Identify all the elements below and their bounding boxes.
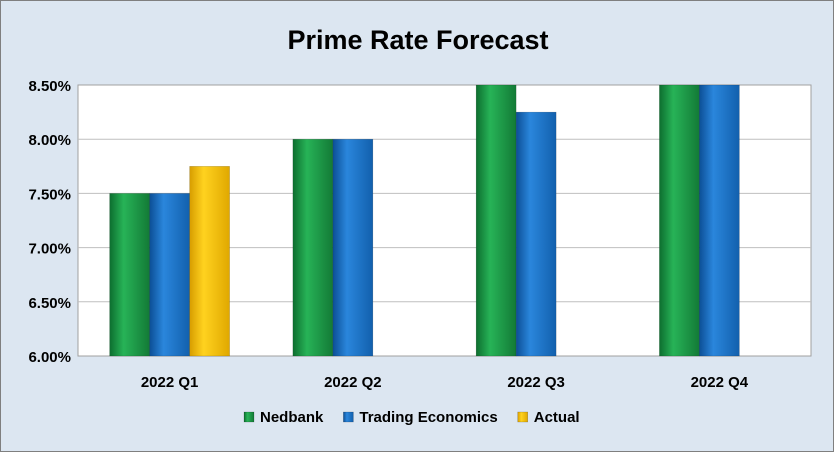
legend-label: Trading Economics (359, 409, 497, 426)
bar-trading-economics (515, 111, 557, 357)
bar-trading-economics (332, 138, 374, 357)
x-tick-label: 2022 Q2 (324, 374, 382, 391)
legend: Nedbank Trading Economics Actual (243, 409, 580, 426)
y-tick-label: 6.00% (28, 349, 71, 366)
y-tick-label: 8.50% (28, 78, 71, 95)
bar-trading-economics (149, 193, 190, 357)
y-tick-label: 8.00% (28, 132, 71, 149)
x-tick-label: 2022 Q3 (507, 374, 565, 391)
y-tick-label: 7.50% (28, 186, 71, 203)
bar-nedbank (292, 138, 334, 357)
y-axis-ticks: 6.00% 6.50% 7.00% 7.50% 8.00% 8.50% (28, 78, 71, 366)
x-tick-label: 2022 Q4 (691, 374, 749, 391)
legend-label: Actual (534, 409, 580, 426)
legend-swatch (517, 411, 528, 423)
y-tick-label: 6.50% (28, 295, 71, 312)
legend-swatch (243, 411, 255, 423)
bar-nedbank (109, 193, 150, 357)
bar-trading-economics (699, 84, 740, 357)
bars (109, 84, 740, 357)
legend-label: Nedbank (260, 409, 324, 426)
x-tick-label: 2022 Q1 (141, 374, 199, 391)
bar-nedbank (475, 84, 517, 357)
legend-swatch (343, 411, 354, 423)
x-axis-ticks: 2022 Q1 2022 Q2 2022 Q3 2022 Q4 (141, 374, 749, 391)
bar-actual (189, 166, 230, 357)
chart-title: Prime Rate Forecast (287, 25, 548, 55)
y-tick-label: 7.00% (28, 241, 71, 258)
bar-nedbank (659, 84, 700, 357)
